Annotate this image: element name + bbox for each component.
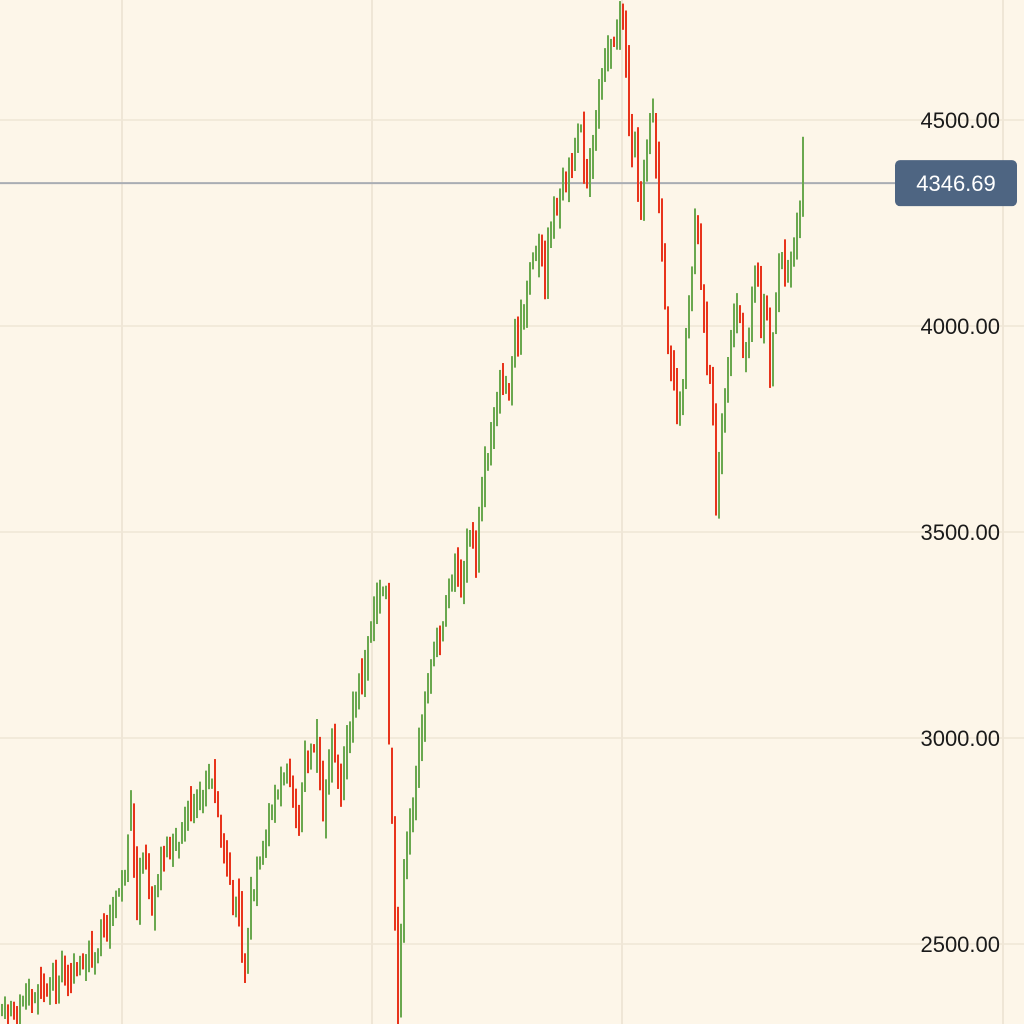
y-tick-label: 4000.00 (920, 314, 1000, 339)
y-tick-label: 3500.00 (920, 520, 1000, 545)
y-tick-label: 3000.00 (920, 726, 1000, 751)
current-price-label: 4346.69 (916, 171, 996, 196)
y-tick-label: 4500.00 (920, 108, 1000, 133)
current-price-tag (895, 160, 1017, 207)
y-tick-label: 2500.00 (920, 932, 1000, 957)
